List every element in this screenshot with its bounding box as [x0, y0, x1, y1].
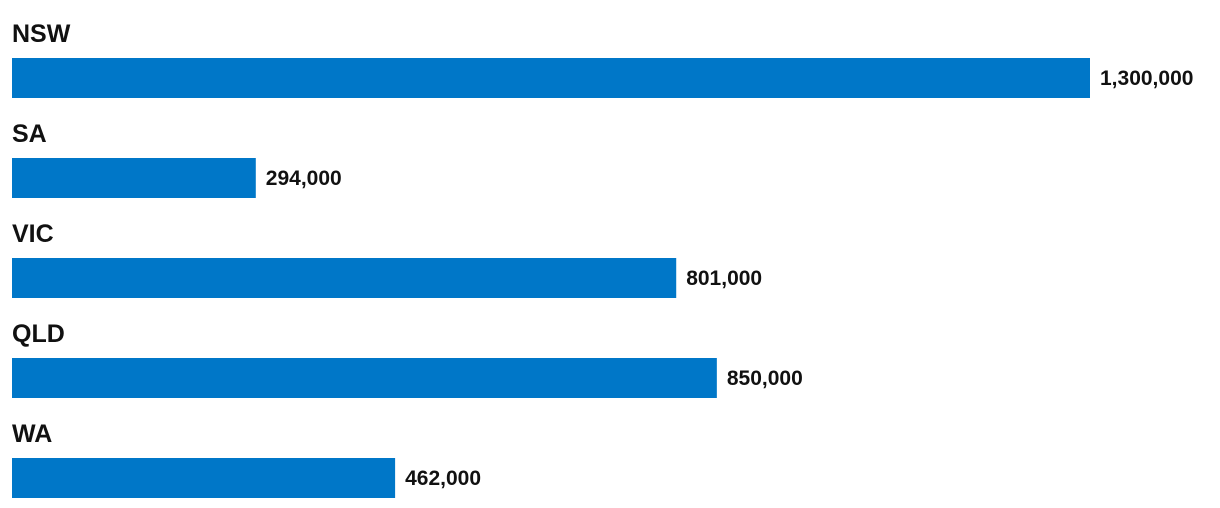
- bar: [12, 258, 677, 298]
- bar: [12, 458, 396, 498]
- bar: [12, 158, 256, 198]
- category-label: VIC: [12, 220, 54, 248]
- value-label: 462,000: [405, 467, 481, 490]
- category-label: WA: [12, 420, 52, 448]
- category-label: QLD: [12, 320, 65, 348]
- bar: [12, 58, 1090, 98]
- value-label: 1,300,000: [1100, 67, 1193, 90]
- value-label: 850,000: [727, 367, 803, 390]
- value-label: 801,000: [686, 267, 762, 290]
- category-label: SA: [12, 120, 47, 148]
- value-label: 294,000: [266, 167, 342, 190]
- bar: [12, 358, 717, 398]
- category-label: NSW: [12, 20, 71, 48]
